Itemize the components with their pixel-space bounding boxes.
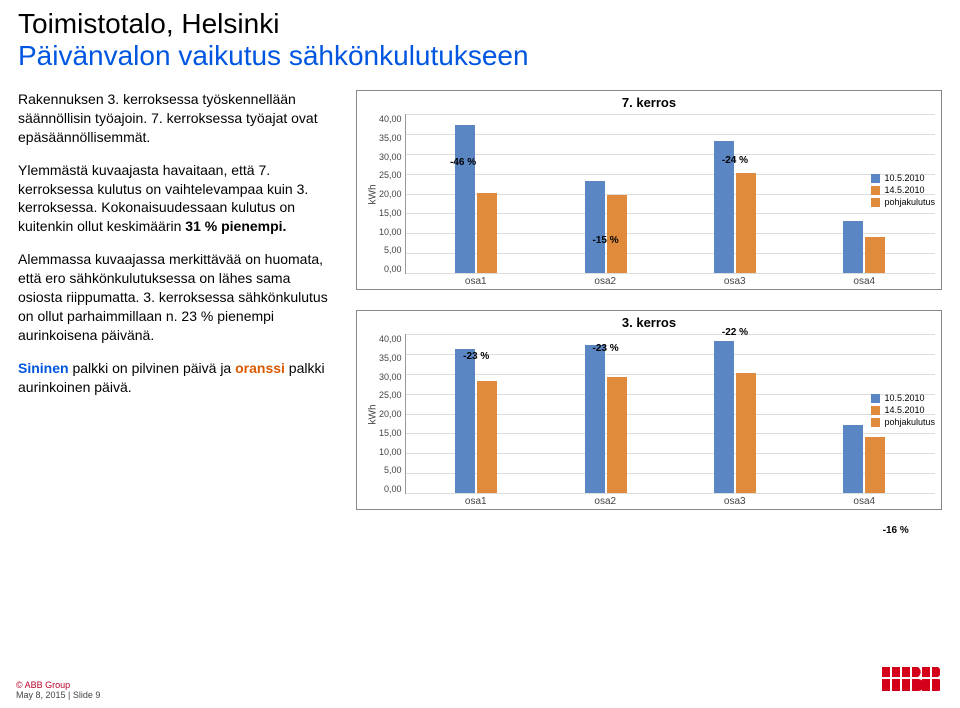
title-line-1: Toimistotalo, Helsinki — [18, 8, 942, 40]
footer: © ABB Group May 8, 2015 | Slide 9 — [16, 680, 100, 700]
pct-label: -16 % — [883, 525, 909, 536]
x-label: osa1 — [465, 496, 487, 507]
x-label: osa2 — [594, 276, 616, 287]
legend-label: 14.5.2010 — [884, 185, 924, 195]
bar-blue — [455, 349, 475, 493]
chart3-ylabel: kWh — [368, 404, 379, 424]
legend-item: pohjakulutus — [871, 417, 935, 427]
bar-group: -15 % — [585, 181, 627, 273]
body-text-column: Rakennuksen 3. kerroksessa työskennellää… — [18, 90, 338, 510]
chart7-plot: -46 % -15 % -24 % -32 % — [405, 114, 935, 274]
bar-orange — [477, 193, 497, 273]
bar-group: -22 % — [714, 341, 756, 493]
chart7-yaxis: 40,0035,0030,0025,0020,0015,0010,005,000… — [379, 114, 405, 274]
x-label: osa1 — [465, 276, 487, 287]
legend-item: 10.5.2010 — [871, 173, 935, 183]
pct-label: -24 % — [722, 155, 748, 166]
legend-item: pohjakulutus — [871, 197, 935, 207]
bar-blue — [714, 341, 734, 493]
legend-swatch — [871, 198, 880, 207]
bar-blue — [843, 425, 863, 493]
abb-logo — [882, 667, 940, 696]
x-label: osa4 — [853, 276, 875, 287]
bar-blue — [585, 345, 605, 493]
legend-item: 10.5.2010 — [871, 393, 935, 403]
bar-orange — [477, 381, 497, 493]
legend-swatch — [871, 406, 880, 415]
chart3-plot: -23 % -23 % -22 % -16 % — [405, 334, 935, 494]
pct-label: -23 % — [463, 351, 489, 362]
paragraph-2: Ylemmästä kuvaajasta havaitaan, että 7. … — [18, 161, 338, 237]
pct-label: -22 % — [722, 327, 748, 338]
bar-orange — [607, 377, 627, 493]
legend-label: pohjakulutus — [884, 417, 935, 427]
chart7-ylabel: kWh — [368, 184, 379, 204]
chart3-yaxis: 40,0035,0030,0025,0020,0015,0010,005,000… — [379, 334, 405, 494]
bar-orange — [865, 237, 885, 273]
bar-group: -46 % — [455, 125, 497, 273]
bar-group: -23 % — [585, 345, 627, 493]
legend-label: 14.5.2010 — [884, 405, 924, 415]
bar-group: -24 % — [714, 141, 756, 273]
pct-label: -23 % — [593, 343, 619, 354]
legend-swatch — [871, 186, 880, 195]
chart3-title: 3. kerros — [363, 315, 935, 330]
chart-7th-floor: 7. kerros kWh 40,0035,0030,0025,0020,001… — [356, 90, 942, 290]
bar-blue — [843, 221, 863, 273]
x-label: osa4 — [853, 496, 875, 507]
chart3-legend: 10.5.2010 14.5.2010 pohjakulutus — [871, 391, 935, 429]
footer-date: May 8, 2015 — [16, 690, 66, 700]
x-label: osa3 — [724, 496, 746, 507]
bar-group: -32 % — [843, 221, 885, 273]
bar-orange — [865, 437, 885, 493]
paragraph-3: Alemmassa kuvaajassa merkittävää on huom… — [18, 250, 338, 344]
paragraph-1: Rakennuksen 3. kerroksessa työskennellää… — [18, 90, 338, 147]
legend-label: 10.5.2010 — [884, 173, 924, 183]
chart7-legend: 10.5.2010 14.5.2010 pohjakulutus — [871, 171, 935, 209]
pct-label: -15 % — [593, 235, 619, 246]
bar-blue — [585, 181, 605, 273]
sininen-word: Sininen — [18, 360, 69, 376]
footer-slide: Slide 9 — [73, 690, 101, 700]
bar-blue — [455, 125, 475, 273]
pct-label: -46 % — [450, 157, 476, 168]
title-line-2: Päivänvalon vaikutus sähkönkulutukseen — [18, 40, 942, 72]
bar-orange — [736, 173, 756, 273]
bar-group: -16 % — [843, 425, 885, 493]
bar-group: -23 % — [455, 349, 497, 493]
bar-orange — [736, 373, 756, 493]
x-label: osa3 — [724, 276, 746, 287]
chart7-xlabels: osa1 osa2 osa3 osa4 — [405, 274, 935, 287]
legend-item: 14.5.2010 — [871, 185, 935, 195]
chart7-title: 7. kerros — [363, 95, 935, 110]
legend-swatch — [871, 394, 880, 403]
footer-copyright: © ABB Group — [16, 680, 70, 690]
bar-orange — [607, 195, 627, 273]
paragraph-4: Sininen palkki on pilvinen päivä ja oran… — [18, 359, 338, 397]
chart3-xlabels: osa1 osa2 osa3 osa4 — [405, 494, 935, 507]
legend-swatch — [871, 418, 880, 427]
legend-label: pohjakulutus — [884, 197, 935, 207]
oranssi-word: oranssi — [235, 360, 285, 376]
legend-label: 10.5.2010 — [884, 393, 924, 403]
legend-swatch — [871, 174, 880, 183]
x-label: osa2 — [594, 496, 616, 507]
chart-3rd-floor: 3. kerros kWh 40,0035,0030,0025,0020,001… — [356, 310, 942, 510]
legend-item: 14.5.2010 — [871, 405, 935, 415]
